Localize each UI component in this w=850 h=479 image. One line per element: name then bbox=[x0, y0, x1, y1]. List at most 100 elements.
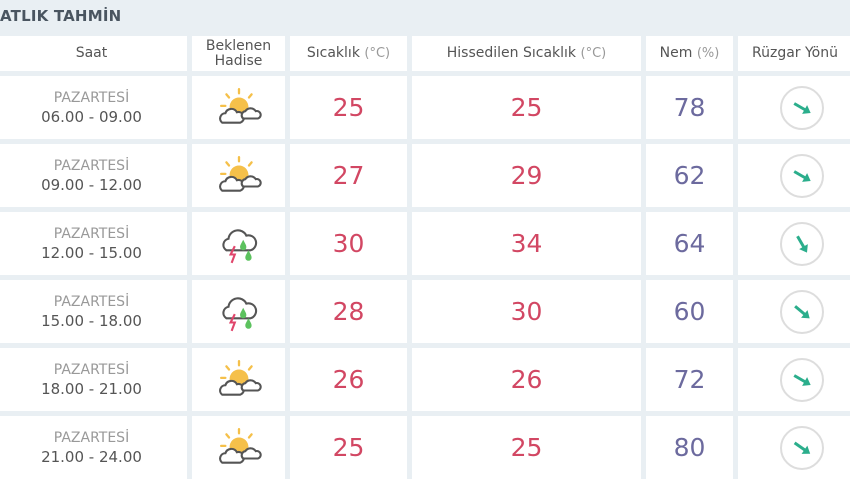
feels-cell: 30 bbox=[412, 280, 641, 343]
wind-cell bbox=[738, 76, 850, 139]
wind-cell bbox=[738, 416, 850, 479]
feels-like-value: 34 bbox=[510, 229, 543, 258]
forecast-table: Saat Beklenen Hadise Sıcaklık (°C) Hissed… bbox=[0, 36, 850, 479]
header-label: Hissedilen Sıcaklık bbox=[446, 45, 577, 61]
time-range: 12.00 - 15.00 bbox=[41, 243, 142, 262]
feels-like-value: 25 bbox=[510, 433, 543, 462]
thunderstorm-icon bbox=[221, 228, 257, 263]
temperature-value: 27 bbox=[332, 161, 365, 190]
wind-cell bbox=[738, 212, 850, 275]
feels-like-value: 26 bbox=[510, 365, 543, 394]
day-label: PAZARTESİ bbox=[53, 157, 130, 174]
header-sicaklik: Sıcaklık (°C) bbox=[290, 36, 407, 71]
day-label: PAZARTESİ bbox=[53, 89, 130, 106]
header-label: Saat bbox=[75, 45, 108, 61]
humidity-value: 64 bbox=[673, 229, 706, 258]
wind-direction-dial bbox=[780, 357, 824, 402]
header-unit: (%) bbox=[696, 46, 720, 61]
day-label: PAZARTESİ bbox=[53, 225, 130, 242]
feels-cell: 25 bbox=[412, 416, 641, 479]
wind-arrow-icon bbox=[796, 234, 808, 253]
day-label: PAZARTESİ bbox=[53, 429, 130, 446]
humidity-cell: 80 bbox=[646, 416, 733, 479]
header-ruzgar: Rüzgar Yönü bbox=[738, 36, 850, 71]
header-saat: Saat bbox=[0, 36, 187, 71]
humidity-cell: 62 bbox=[646, 144, 733, 207]
feels-like-value: 29 bbox=[510, 161, 543, 190]
temp-cell: 26 bbox=[290, 348, 407, 411]
partly-cloudy-icon bbox=[218, 359, 262, 396]
time-range: 15.00 - 18.00 bbox=[41, 311, 142, 330]
temperature-value: 25 bbox=[332, 433, 365, 462]
header-label: Beklenen bbox=[205, 37, 272, 54]
feels-cell: 25 bbox=[412, 76, 641, 139]
thunderstorm-icon bbox=[221, 296, 257, 331]
temp-cell: 28 bbox=[290, 280, 407, 343]
wind-direction-dial bbox=[780, 425, 824, 470]
time-cell: PAZARTESİ 15.00 - 18.00 bbox=[0, 280, 187, 343]
feels-like-value: 30 bbox=[510, 297, 543, 326]
humidity-value: 62 bbox=[673, 161, 706, 190]
humidity-value: 72 bbox=[673, 365, 706, 394]
partly-cloudy-icon bbox=[218, 87, 262, 124]
time-cell: PAZARTESİ 09.00 - 12.00 bbox=[0, 144, 187, 207]
humidity-cell: 78 bbox=[646, 76, 733, 139]
header-label: Sıcaklık bbox=[306, 45, 360, 61]
humidity-cell: 60 bbox=[646, 280, 733, 343]
header-nem: Nem (%) bbox=[646, 36, 733, 71]
wind-arrow-icon bbox=[793, 373, 811, 386]
feels-cell: 34 bbox=[412, 212, 641, 275]
time-cell: PAZARTESİ 18.00 - 21.00 bbox=[0, 348, 187, 411]
humidity-value: 60 bbox=[673, 297, 706, 326]
day-label: PAZARTESİ bbox=[53, 361, 130, 378]
header-unit: (°C) bbox=[364, 46, 391, 61]
temperature-value: 30 bbox=[332, 229, 365, 258]
weather-cell bbox=[192, 76, 285, 139]
wind-direction-dial bbox=[780, 221, 824, 266]
header-hissedilen: Hissedilen Sıcaklık (°C) bbox=[412, 36, 641, 71]
temperature-value: 26 bbox=[332, 365, 365, 394]
weather-cell bbox=[192, 144, 285, 207]
time-range: 09.00 - 12.00 bbox=[41, 175, 142, 194]
time-cell: PAZARTESİ 12.00 - 15.00 bbox=[0, 212, 187, 275]
temperature-value: 28 bbox=[332, 297, 365, 326]
wind-direction-dial bbox=[780, 85, 824, 130]
wind-arrow-icon bbox=[794, 304, 810, 318]
feels-like-value: 25 bbox=[510, 93, 543, 122]
weather-cell bbox=[192, 212, 285, 275]
section-title: ATLIK TAHMİN bbox=[0, 7, 122, 25]
wind-arrow-icon bbox=[793, 101, 811, 114]
weather-cell bbox=[192, 416, 285, 479]
feels-cell: 29 bbox=[412, 144, 641, 207]
header-hadise: Beklenen Hadise bbox=[192, 36, 285, 71]
temperature-value: 25 bbox=[332, 93, 365, 122]
time-range: 21.00 - 24.00 bbox=[41, 447, 142, 466]
header-label: Rüzgar Yönü bbox=[752, 45, 838, 61]
temp-cell: 30 bbox=[290, 212, 407, 275]
wind-cell bbox=[738, 280, 850, 343]
header-unit: (°C) bbox=[580, 46, 607, 61]
header-label: Nem bbox=[659, 45, 693, 61]
time-cell: PAZARTESİ 21.00 - 24.00 bbox=[0, 416, 187, 479]
partly-cloudy-icon bbox=[218, 155, 262, 192]
weather-cell bbox=[192, 280, 285, 343]
humidity-value: 80 bbox=[673, 433, 706, 462]
humidity-cell: 72 bbox=[646, 348, 733, 411]
wind-cell bbox=[738, 348, 850, 411]
wind-cell bbox=[738, 144, 850, 207]
humidity-value: 78 bbox=[673, 93, 706, 122]
time-cell: PAZARTESİ 06.00 - 09.00 bbox=[0, 76, 187, 139]
temp-cell: 25 bbox=[290, 76, 407, 139]
day-label: PAZARTESİ bbox=[53, 293, 130, 310]
temp-cell: 25 bbox=[290, 416, 407, 479]
humidity-cell: 64 bbox=[646, 212, 733, 275]
wind-arrow-icon bbox=[793, 169, 811, 182]
wind-direction-dial bbox=[780, 153, 824, 198]
partly-cloudy-icon bbox=[218, 427, 262, 464]
time-range: 18.00 - 21.00 bbox=[41, 379, 142, 398]
weather-cell bbox=[192, 348, 285, 411]
time-range: 06.00 - 09.00 bbox=[41, 107, 142, 126]
header-label: Hadise bbox=[214, 52, 263, 69]
wind-arrow-icon bbox=[793, 441, 811, 454]
feels-cell: 26 bbox=[412, 348, 641, 411]
